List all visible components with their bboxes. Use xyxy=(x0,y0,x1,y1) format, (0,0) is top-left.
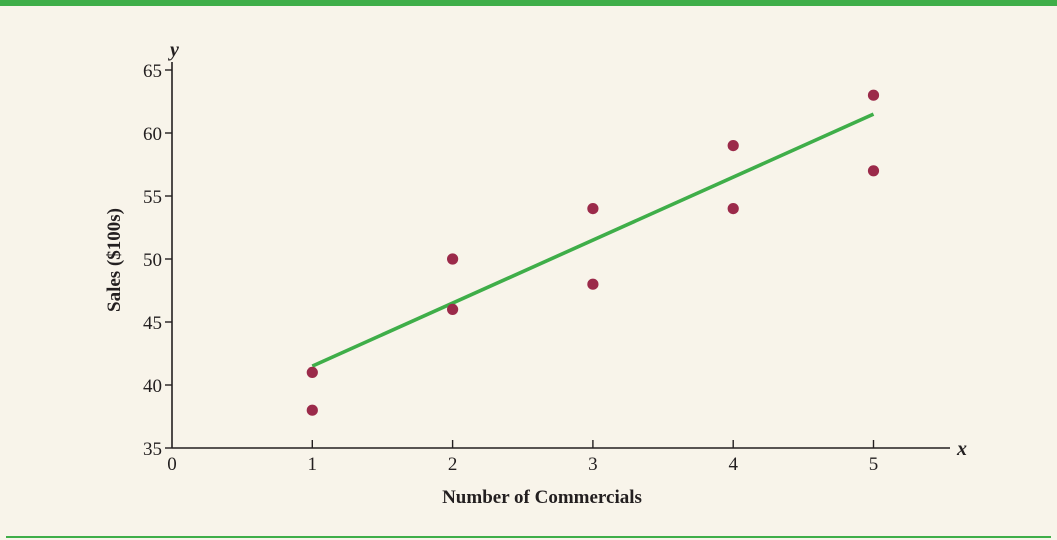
y-tick-label: 55 xyxy=(143,187,162,208)
x-axis-title: Number of Commercials xyxy=(442,487,642,508)
x-tick-label: 4 xyxy=(728,454,738,475)
regression-line xyxy=(311,112,875,368)
trendline-group xyxy=(311,112,875,368)
axes xyxy=(171,62,950,449)
y-tick-label: 45 xyxy=(143,313,162,334)
data-point xyxy=(587,203,599,215)
data-point xyxy=(447,253,459,265)
x-tick-label: 1 xyxy=(308,454,318,475)
data-point xyxy=(306,404,318,416)
data-point xyxy=(447,303,459,315)
y-tick-label: 50 xyxy=(143,250,162,271)
y-tick-label: 40 xyxy=(143,376,162,397)
data-point xyxy=(867,165,880,177)
y-tick-label: 35 xyxy=(143,439,162,460)
data-point xyxy=(587,278,599,290)
y-axis-title: Sales ($100s) xyxy=(104,208,125,312)
data-point xyxy=(867,89,880,101)
x-tick-label: 2 xyxy=(448,454,458,475)
top-rule xyxy=(0,0,1057,6)
x-tick-label: 0 xyxy=(167,454,177,475)
x-tick-label: 3 xyxy=(588,454,598,475)
y-tick-label: 60 xyxy=(143,124,162,145)
x-axis-variable: x xyxy=(956,438,967,460)
data-point xyxy=(727,203,739,215)
x-ticks: 0 1 2 3 4 5 xyxy=(167,440,878,475)
x-tick-label: 5 xyxy=(869,454,879,475)
data-point xyxy=(306,366,318,378)
y-axis-variable: y xyxy=(168,39,179,61)
y-ticks: 35 40 45 50 55 60 65 xyxy=(143,61,172,460)
data-points xyxy=(306,89,880,416)
y-tick-label: 65 xyxy=(143,61,162,82)
data-point xyxy=(727,140,739,152)
bottom-rule xyxy=(6,536,1051,538)
